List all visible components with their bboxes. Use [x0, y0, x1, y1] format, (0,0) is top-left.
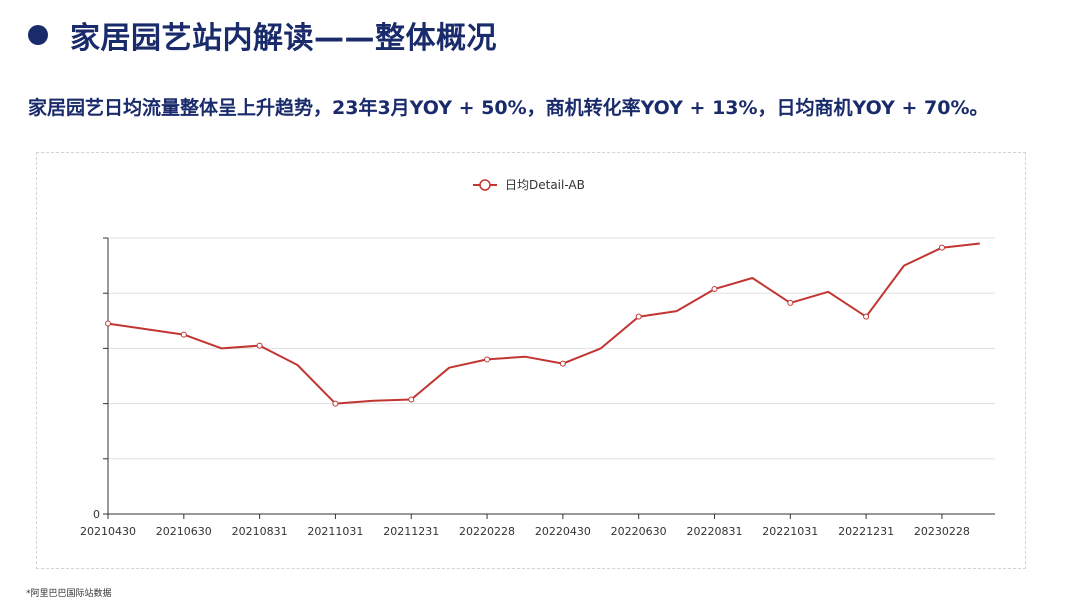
x-tick-label: 20230228: [914, 525, 970, 538]
data-point: [180, 331, 187, 338]
x-tick-label: 20210430: [80, 525, 136, 538]
data-point: [635, 313, 642, 320]
data-point: [332, 400, 339, 407]
data-point: [938, 244, 945, 251]
x-tick-label: 20210831: [232, 525, 288, 538]
data-point: [711, 286, 718, 293]
data-point: [408, 396, 415, 403]
title-row: 家居园艺站内解读——整体概况: [28, 12, 497, 58]
x-tick-label: 20221031: [762, 525, 818, 538]
x-tick-label: 20220430: [535, 525, 591, 538]
x-tick-label: 20220630: [611, 525, 667, 538]
data-point: [863, 313, 870, 320]
data-point: [559, 360, 566, 367]
bullet-icon: [28, 25, 48, 45]
legend-marker-icon: [479, 179, 491, 191]
x-tick-label: 20220831: [686, 525, 742, 538]
x-tick-label: 20211231: [383, 525, 439, 538]
data-point: [256, 342, 263, 349]
data-point: [105, 320, 111, 327]
page-subtitle: 家居园艺日均流量整体呈上升趋势，23年3月YOY + 50%，商机转化率YOY …: [28, 97, 989, 119]
data-point: [787, 299, 794, 306]
page-title: 家居园艺站内解读——整体概况: [70, 21, 497, 56]
x-tick-label: 20210630: [156, 525, 212, 538]
series-line: [107, 242, 980, 405]
x-tick-label: 20220228: [459, 525, 515, 538]
x-tick-label: 20221231: [838, 525, 894, 538]
footnote: *阿里巴巴国际站数据: [26, 589, 112, 599]
legend-label: 日均Detail-AB: [505, 178, 585, 192]
chart-frame: [36, 152, 1026, 569]
y-tick-label: 0: [93, 508, 100, 521]
data-point: [484, 356, 491, 363]
x-tick-label: 20211031: [307, 525, 363, 538]
